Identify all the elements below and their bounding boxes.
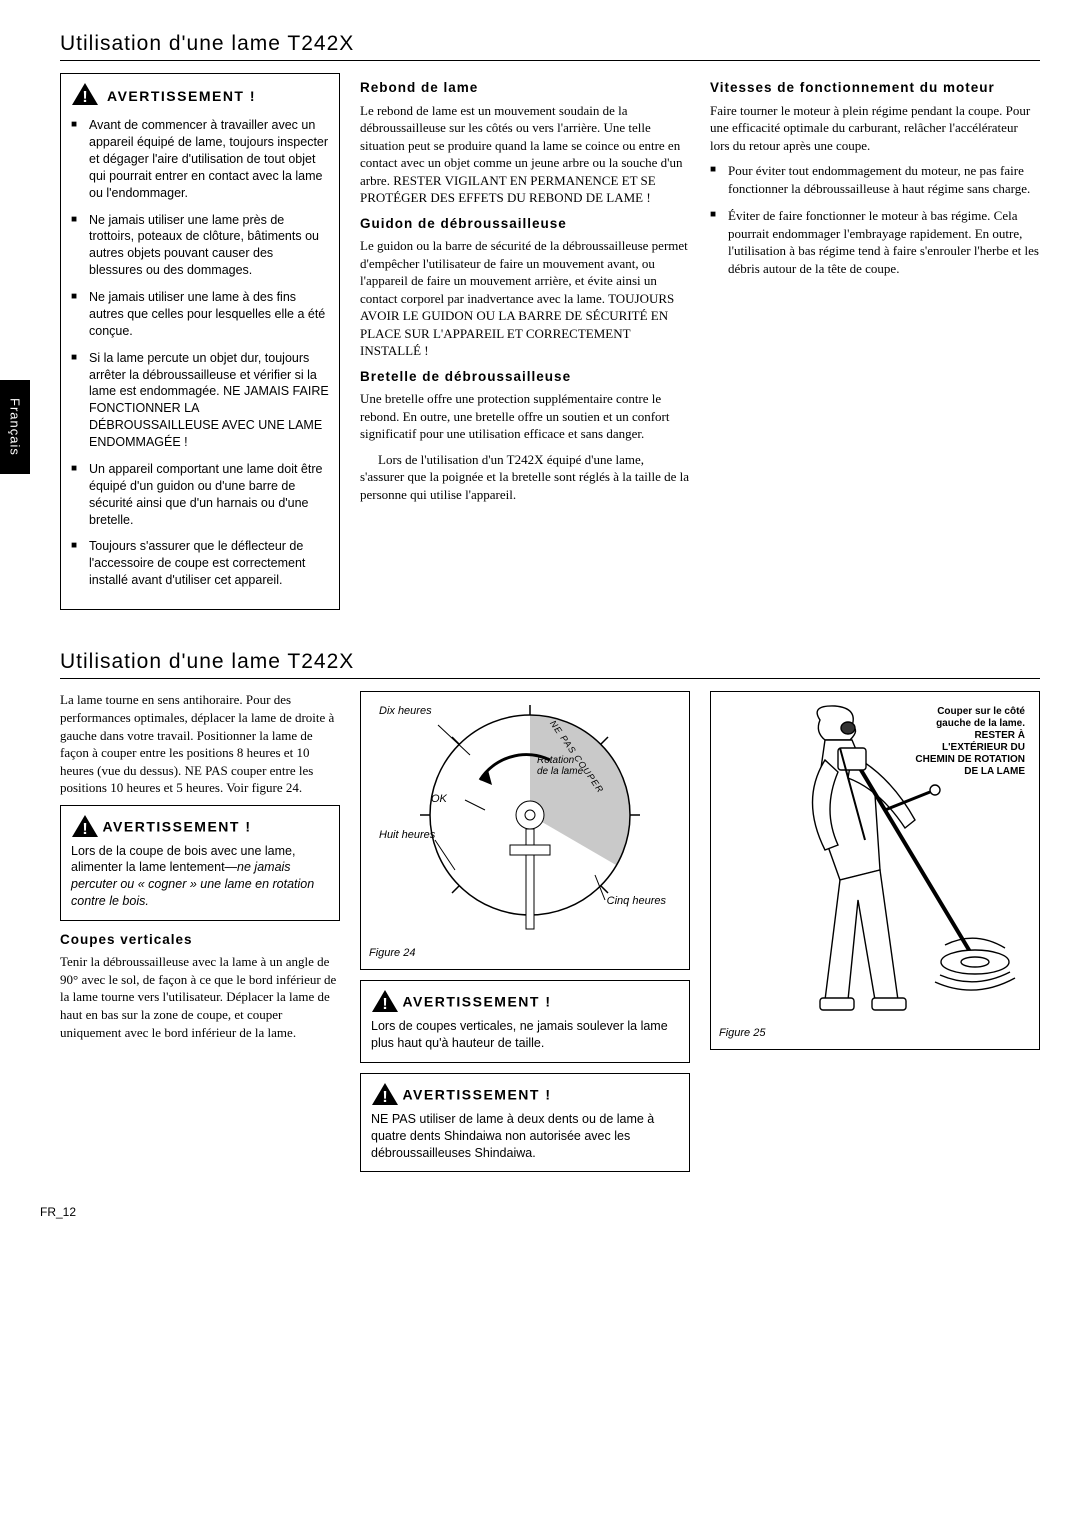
lbl-cinq: Cinq heures bbox=[607, 894, 666, 909]
svg-text:!: ! bbox=[382, 996, 387, 1013]
warn2-title: AVERTISSEMENT ! bbox=[402, 994, 551, 1010]
p-vitesses: Faire tourner le moteur à plein régime p… bbox=[710, 102, 1040, 155]
warning-icon: ! bbox=[371, 1082, 399, 1111]
warn-item: Un appareil comportant une lame doit êtr… bbox=[71, 461, 329, 529]
figure-24: Dix heures Huit heures OK Rotation de la… bbox=[369, 700, 681, 940]
p-bretelle2: Lors de l'utilisation d'un T242X équipé … bbox=[360, 451, 690, 504]
fig24-caption: Figure 24 bbox=[369, 946, 681, 961]
fig25-caption: Figure 25 bbox=[719, 1026, 1031, 1041]
fig25-overlay: Couper sur le côté gauche de la lame. RE… bbox=[915, 706, 1025, 778]
col-middle: Rebond de lame Le rebond de lame est un … bbox=[360, 73, 690, 620]
warn3-body: NE PAS utiliser de lame à deux dents ou … bbox=[371, 1111, 679, 1162]
warning-list: Avant de commencer à travailler avec un … bbox=[71, 117, 329, 589]
language-tab: Français bbox=[0, 380, 30, 474]
warn-item: Toujours s'assurer que le déflecteur de … bbox=[71, 538, 329, 589]
warn2-body: Lors de coupes verticales, ne jamais sou… bbox=[371, 1018, 679, 1052]
col2-left: La lame tourne en sens antihoraire. Pour… bbox=[60, 691, 340, 1182]
warn-item: Ne jamais utiliser une lame près de trot… bbox=[71, 212, 329, 280]
lbl-ok: OK bbox=[431, 792, 447, 807]
vitesses-item: Éviter de faire fonctionner le moteur à … bbox=[710, 207, 1040, 277]
p-coupes: Tenir la débroussailleuse avec la lame à… bbox=[60, 953, 340, 1041]
col-left-warning: ! AVERTISSEMENT ! Avant de commencer à t… bbox=[60, 73, 340, 620]
figure-25: Couper sur le côté gauche de la lame. RE… bbox=[719, 700, 1031, 1020]
section-blade-use-1: Utilisation d'une lame T242X ! AVERTISSE… bbox=[60, 30, 1040, 620]
h-vitesses: Vitesses de fonctionnement du moteur bbox=[710, 79, 1040, 97]
warning-box-teeth: ! AVERTISSEMENT ! NE PAS utiliser de lam… bbox=[360, 1073, 690, 1173]
section-blade-use-2: Utilisation d'une lame T242X La lame tou… bbox=[60, 648, 1040, 1182]
warning-box-vertical: ! AVERTISSEMENT ! Lors de coupes vertica… bbox=[360, 980, 690, 1063]
warning-box-main: ! AVERTISSEMENT ! Avant de commencer à t… bbox=[60, 73, 340, 610]
p-intro: La lame tourne en sens antihoraire. Pour… bbox=[60, 691, 340, 796]
p-rebond: Le rebond de lame est un mouvement souda… bbox=[360, 102, 690, 207]
warning-icon: ! bbox=[71, 814, 99, 843]
figure-25-box: Couper sur le côté gauche de la lame. RE… bbox=[710, 691, 1040, 1050]
col2-right: Couper sur le côté gauche de la lame. RE… bbox=[710, 691, 1040, 1182]
h-guidon: Guidon de débroussailleuse bbox=[360, 215, 690, 233]
lbl-dix: Dix heures bbox=[379, 704, 432, 719]
warn1-body: Lors de la coupe de bois avec une lame, … bbox=[71, 843, 329, 911]
section2-title: Utilisation d'une lame T242X bbox=[60, 648, 1040, 679]
lbl-huit: Huit heures bbox=[379, 828, 435, 843]
warning-title: AVERTISSEMENT ! bbox=[107, 87, 256, 106]
p-bretelle1: Une bretelle offre une protection supplé… bbox=[360, 390, 690, 443]
col-right: Vitesses de fonctionnement du moteur Fai… bbox=[710, 73, 1040, 620]
warn-item: Ne jamais utiliser une lame à des fins a… bbox=[71, 289, 329, 340]
figure-24-box: Dix heures Huit heures OK Rotation de la… bbox=[360, 691, 690, 970]
h-bretelle: Bretelle de débroussailleuse bbox=[360, 368, 690, 386]
section1-title: Utilisation d'une lame T242X bbox=[60, 30, 1040, 61]
warn1-title: AVERTISSEMENT ! bbox=[102, 818, 251, 834]
svg-text:!: ! bbox=[382, 1089, 387, 1106]
warn-item: Si la lame percute un objet dur, toujour… bbox=[71, 350, 329, 451]
vitesses-list: Pour éviter tout endommagement du moteur… bbox=[710, 162, 1040, 277]
svg-text:!: ! bbox=[82, 89, 87, 106]
h-rebond: Rebond de lame bbox=[360, 79, 690, 97]
svg-text:!: ! bbox=[82, 821, 87, 838]
p-guidon: Le guidon ou la barre de sécurité de la … bbox=[360, 237, 690, 360]
warning-icon: ! bbox=[71, 82, 99, 111]
warn3-title: AVERTISSEMENT ! bbox=[402, 1087, 551, 1103]
warning-icon: ! bbox=[371, 989, 399, 1018]
vitesses-item: Pour éviter tout endommagement du moteur… bbox=[710, 162, 1040, 197]
col2-middle: Dix heures Huit heures OK Rotation de la… bbox=[360, 691, 690, 1182]
h-coupes: Coupes verticales bbox=[60, 931, 340, 949]
warn-item: Avant de commencer à travailler avec un … bbox=[71, 117, 329, 201]
page-number: FR_12 bbox=[40, 1204, 76, 1220]
warning-box-wood: ! AVERTISSEMENT ! Lors de la coupe de bo… bbox=[60, 805, 340, 921]
